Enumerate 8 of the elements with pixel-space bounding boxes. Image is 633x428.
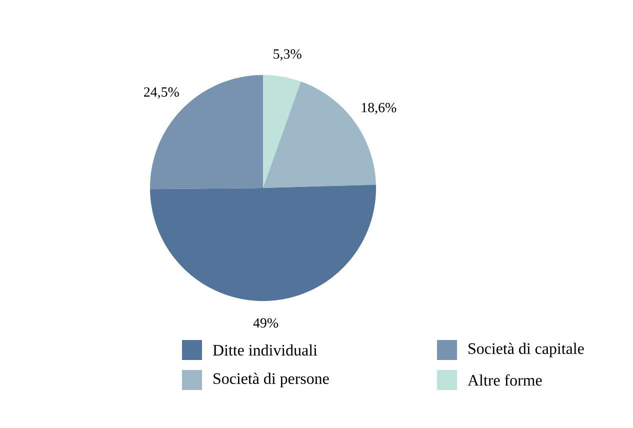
legend-label: Ditte individuali — [212, 344, 318, 356]
data-label: 24,5% — [144, 87, 179, 99]
legend-label: Società di persone — [214, 372, 329, 388]
data-label: 18,6% — [362, 102, 396, 114]
legend-label: Società di capitale — [468, 342, 584, 358]
legend-label: Altre forme — [468, 374, 542, 386]
data-label: 5,3% — [274, 49, 302, 61]
data-label: 49% — [253, 318, 278, 328]
